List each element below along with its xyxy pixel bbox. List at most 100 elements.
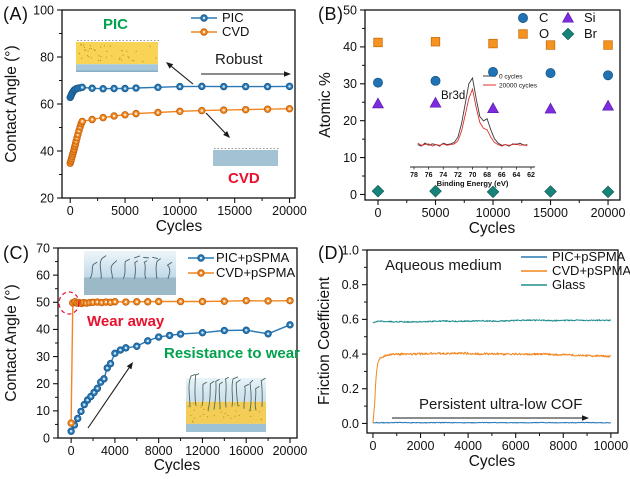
svg-text:10000: 10000 xyxy=(476,206,511,220)
svg-text:4000: 4000 xyxy=(454,439,482,453)
svg-text:60: 60 xyxy=(36,268,50,282)
svg-text:64: 64 xyxy=(512,172,520,179)
svg-text:Contact Angle (°): Contact Angle (°) xyxy=(3,284,20,401)
axes: 0 5000 10000 15000 20000 0 10 20 30 40 50 Cycles Ato… xyxy=(317,3,625,237)
svg-text:Cycles: Cycles xyxy=(469,453,516,470)
xps-curve-1 xyxy=(417,87,528,147)
svg-text:0.6: 0.6 xyxy=(342,313,359,327)
svg-text:CVD+pSPMA: CVD+pSPMA xyxy=(216,265,295,280)
svg-text:66: 66 xyxy=(498,172,506,179)
svg-text:78: 78 xyxy=(410,172,418,179)
series-CVD xyxy=(66,104,294,167)
series-Si xyxy=(372,96,615,114)
svg-text:PIC+pSPMA: PIC+pSPMA xyxy=(216,250,290,265)
svg-text:0: 0 xyxy=(350,188,357,202)
svg-text:72: 72 xyxy=(454,172,462,179)
svg-text:20000: 20000 xyxy=(591,206,626,220)
svg-text:10: 10 xyxy=(36,404,50,418)
svg-text:Robust: Robust xyxy=(215,51,263,68)
svg-text:Contact Angle (°): Contact Angle (°) xyxy=(3,45,20,162)
svg-text:20000 cycles: 20000 cycles xyxy=(499,83,538,90)
axes: 0 2000 4000 6000 8000 10000 0.0 0.2 0.4 0.6 0.8 1.0… xyxy=(316,243,628,470)
svg-text:Cycles: Cycles xyxy=(156,218,203,235)
panel-label-b: (B) xyxy=(318,4,344,24)
svg-text:16000: 16000 xyxy=(229,444,264,458)
svg-text:C: C xyxy=(539,10,548,25)
svg-text:30: 30 xyxy=(343,77,357,91)
xps-inset: 78 76 74 72 70 68 66 64 62 Binding Energy (eV) Br3… xyxy=(410,74,538,188)
svg-text:0: 0 xyxy=(369,439,376,453)
legend: C Si O Br xyxy=(518,10,598,41)
svg-text:Atomic %: Atomic % xyxy=(317,72,334,138)
svg-text:76: 76 xyxy=(425,172,433,179)
svg-text:PIC+pSPMA: PIC+pSPMA xyxy=(552,249,626,264)
axes: 0 5000 10000 15000 20000 20 40 60 80 100 Cycles Con… xyxy=(3,3,307,235)
svg-text:Cycles: Cycles xyxy=(469,220,516,237)
svg-text:Persistent ultra-low COF: Persistent ultra-low COF xyxy=(419,396,582,413)
annotations: PIC Robust CVD xyxy=(103,16,291,187)
svg-text:20: 20 xyxy=(36,377,50,391)
series-PIC xyxy=(66,82,294,102)
svg-text:8000: 8000 xyxy=(145,444,173,458)
panel-a-chart: 0 5000 10000 15000 20000 20 40 60 80 100 Cycles Con… xyxy=(3,3,307,235)
svg-text:0.2: 0.2 xyxy=(342,382,359,396)
svg-text:5000: 5000 xyxy=(111,204,139,218)
svg-text:Br: Br xyxy=(584,26,598,41)
svg-text:4000: 4000 xyxy=(101,444,129,458)
svg-text:Br3d: Br3d xyxy=(441,90,465,102)
svg-text:Cycles: Cycles xyxy=(154,457,201,474)
svg-text:PIC: PIC xyxy=(103,16,128,33)
svg-text:20000: 20000 xyxy=(273,444,308,458)
svg-text:68: 68 xyxy=(483,172,491,179)
svg-text:Si: Si xyxy=(584,10,596,25)
svg-text:PIC: PIC xyxy=(222,10,244,25)
svg-text:0: 0 xyxy=(375,206,382,220)
annotations: Aqueous medium Persistent ultra-low COF xyxy=(385,257,589,421)
svg-text:Resistance to wear: Resistance to wear xyxy=(164,345,300,362)
svg-text:0.4: 0.4 xyxy=(342,347,359,361)
svg-text:Binding Energy (eV): Binding Energy (eV) xyxy=(437,179,509,188)
svg-text:20: 20 xyxy=(343,114,357,128)
svg-text:70: 70 xyxy=(469,172,477,179)
svg-text:30: 30 xyxy=(36,350,50,364)
series-PIC+pSPMA xyxy=(67,321,294,435)
series-Glass xyxy=(372,319,612,324)
svg-text:1.0: 1.0 xyxy=(342,243,359,257)
svg-text:40: 40 xyxy=(343,40,357,54)
svg-text:10000: 10000 xyxy=(593,439,628,453)
svg-text:60: 60 xyxy=(40,97,54,111)
svg-text:10000: 10000 xyxy=(162,204,197,218)
svg-text:CVD+pSPMA: CVD+pSPMA xyxy=(552,263,630,278)
svg-text:5000: 5000 xyxy=(422,206,450,220)
svg-text:0: 0 xyxy=(67,204,74,218)
svg-text:Glass: Glass xyxy=(552,277,586,292)
series-C xyxy=(373,67,613,88)
panel-label-d: (D) xyxy=(318,243,345,263)
svg-text:0: 0 xyxy=(43,431,50,445)
svg-text:15000: 15000 xyxy=(217,204,252,218)
svg-text:20000: 20000 xyxy=(272,204,307,218)
svg-text:Aqueous medium: Aqueous medium xyxy=(385,257,502,274)
svg-text:12000: 12000 xyxy=(185,444,220,458)
svg-text:74: 74 xyxy=(439,172,447,179)
inset-pic-illustration xyxy=(76,40,160,72)
series-Br xyxy=(371,184,615,199)
axes: 0 4000 8000 12000 16000 20000 0 10 20 30 40 50 60 70 C… xyxy=(3,241,307,474)
svg-text:15000: 15000 xyxy=(533,206,568,220)
svg-text:40: 40 xyxy=(40,144,54,158)
svg-text:50: 50 xyxy=(36,296,50,310)
panel-label-c: (C) xyxy=(3,243,30,263)
svg-text:40: 40 xyxy=(36,323,50,337)
panel-d-chart: 0 2000 4000 6000 8000 10000 0.0 0.2 0.4 0.6 0.8 1.0… xyxy=(316,243,630,470)
svg-text:50: 50 xyxy=(343,3,357,17)
series-CVD+pSPMA xyxy=(372,351,612,423)
svg-text:0.8: 0.8 xyxy=(342,278,359,292)
inset-cvd-illustration xyxy=(213,148,279,166)
svg-text:0 cycles: 0 cycles xyxy=(499,74,523,81)
inset-dense-illustration xyxy=(186,373,266,432)
svg-text:0.0: 0.0 xyxy=(342,417,359,431)
svg-text:2000: 2000 xyxy=(407,439,435,453)
svg-text:70: 70 xyxy=(36,241,50,255)
